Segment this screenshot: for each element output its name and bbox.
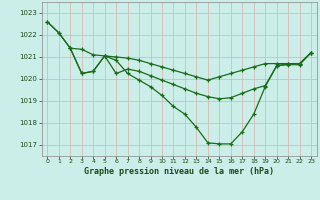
X-axis label: Graphe pression niveau de la mer (hPa): Graphe pression niveau de la mer (hPa) bbox=[84, 167, 274, 176]
